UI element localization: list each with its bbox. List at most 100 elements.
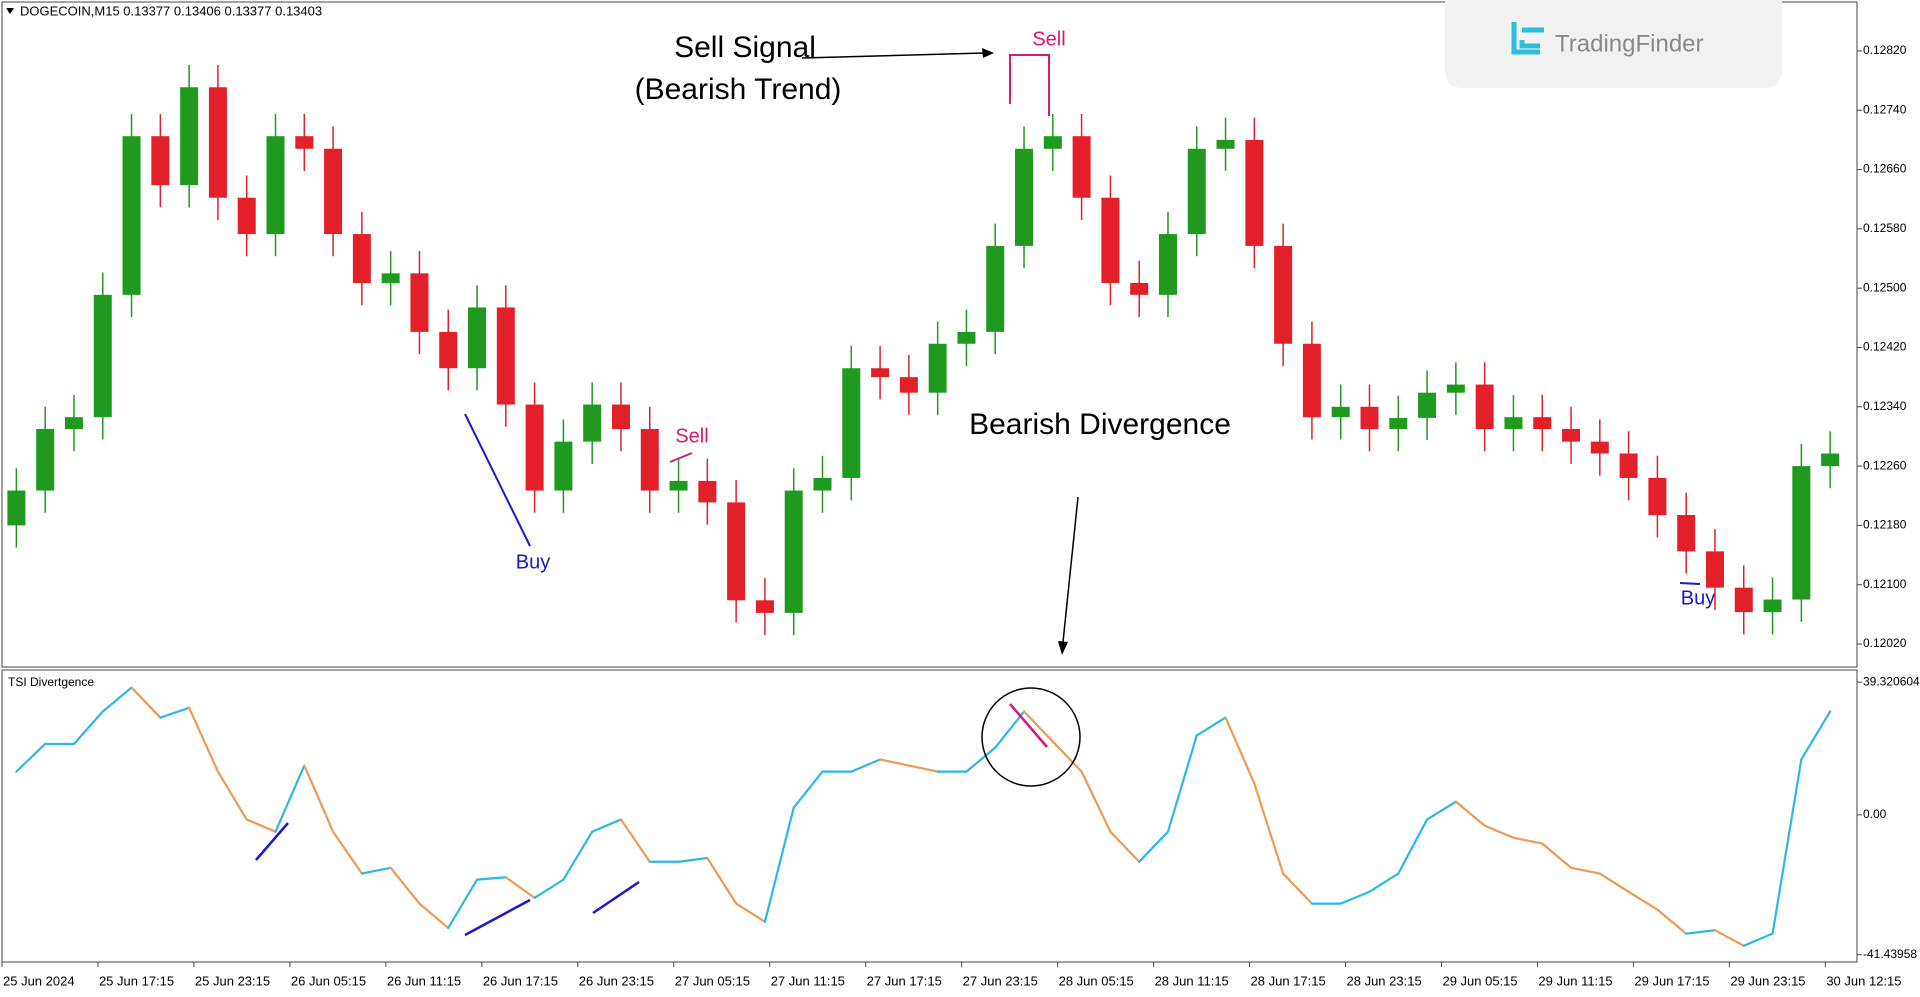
annotation: Bearish Divergence	[969, 408, 1231, 441]
indicator-segment	[504, 876, 536, 899]
y-tick-label: -41.43958	[1863, 947, 1917, 961]
indicator-segment	[1569, 866, 1601, 875]
signal-label: Sell	[1032, 28, 1065, 50]
arrow-head	[1058, 641, 1068, 655]
indicator-segment	[1253, 782, 1285, 875]
candle-body	[871, 368, 890, 378]
series-layer	[7, 65, 1840, 947]
watermark: TradingFinder	[1555, 30, 1704, 57]
candle-body	[1187, 148, 1206, 235]
candle-body	[439, 331, 458, 369]
annotation: (Bearish Trend)	[635, 73, 842, 106]
candle-body	[1015, 148, 1034, 246]
watermark-logo	[1511, 22, 1544, 55]
y-tick-label: 0.12820	[1863, 43, 1907, 57]
x-tick-label: 29 Jun 23:15	[1730, 973, 1805, 988]
indicator-segment	[1397, 818, 1429, 875]
candle-body	[7, 490, 26, 526]
candle-body	[1158, 234, 1177, 295]
candle-body	[755, 600, 774, 613]
x-tick-label: 25 Jun 17:15	[99, 973, 174, 988]
divergence-line	[255, 822, 289, 861]
candle-body	[554, 441, 573, 491]
indicator-segment	[1282, 872, 1314, 905]
x-tick-label: 27 Jun 11:15	[771, 973, 845, 988]
indicator-segment	[159, 706, 191, 719]
indicator-segment	[907, 764, 939, 773]
signal-marker	[464, 413, 531, 547]
candle-body	[1763, 599, 1782, 613]
y-tick-label: 0.12340	[1863, 399, 1907, 413]
indicator-segment	[619, 818, 651, 863]
indicator-segment	[360, 866, 392, 875]
x-tick-label: 26 Jun 05:15	[291, 973, 366, 988]
indicator-segment	[1051, 740, 1083, 773]
indicator-segment	[706, 856, 738, 905]
indicator-segment	[1425, 800, 1457, 821]
candle-body	[1072, 136, 1091, 198]
indicator-segment	[1022, 710, 1054, 743]
indicator-segment	[994, 710, 1026, 749]
candle-body	[122, 136, 141, 295]
candle-body	[525, 404, 544, 491]
candle-body	[1302, 343, 1321, 418]
candle-body	[1446, 384, 1465, 393]
indicator-segment	[1541, 842, 1573, 869]
candle-body	[36, 429, 55, 491]
candle-body	[237, 197, 256, 235]
candle-body	[295, 136, 314, 149]
indicator-segment	[475, 876, 507, 881]
y-tick-label: 0.12660	[1863, 162, 1907, 176]
candle-body	[727, 502, 746, 601]
indicator-segment	[1224, 716, 1256, 785]
candle-body	[986, 245, 1005, 332]
indicator-segment	[1800, 710, 1832, 761]
indicator-segment	[447, 878, 479, 930]
y-tick-label: 0.12020	[1863, 636, 1907, 650]
indicator-segment	[1339, 890, 1371, 905]
annotation: Sell Signal	[674, 31, 816, 64]
candle-body	[64, 417, 83, 430]
highlight-circle	[981, 687, 1081, 787]
indicator-segment	[533, 878, 565, 899]
candle-body	[583, 404, 602, 442]
candle-body	[1792, 466, 1811, 600]
candle-body	[151, 136, 170, 186]
candle-body	[1216, 139, 1235, 149]
candle-body	[1677, 515, 1696, 552]
indicator-segment	[1483, 824, 1515, 839]
x-tick-label: 27 Jun 23:15	[963, 973, 1038, 988]
indicator-segment	[792, 770, 824, 809]
candle-body	[1043, 136, 1062, 149]
candle-body	[899, 377, 918, 393]
arrow	[1062, 496, 1079, 643]
y-tick-label: 0.00	[1863, 807, 1887, 821]
indicator-segment	[735, 902, 767, 923]
y-tick-label: 0.12740	[1863, 102, 1907, 116]
price-panel	[1, 1, 1858, 668]
candle-body	[1504, 417, 1523, 430]
candle-body	[928, 343, 947, 393]
x-tick-label: 29 Jun 05:15	[1442, 973, 1517, 988]
candle-body	[1389, 417, 1408, 430]
menu-arrow	[6, 8, 14, 14]
indicator-segment	[130, 686, 162, 719]
indicator-segment	[274, 764, 306, 833]
indicator-segment	[1109, 830, 1141, 863]
y-tick-label: 0.12580	[1863, 221, 1907, 235]
indicator-segment	[1138, 830, 1170, 863]
indicator-segment	[331, 830, 363, 875]
candle-body	[1562, 429, 1581, 442]
candle-body	[1418, 392, 1437, 418]
indicator-segment	[591, 818, 623, 833]
candle-body	[1130, 282, 1149, 295]
candle-body	[468, 307, 487, 369]
y-tick-label: 0.12420	[1863, 340, 1907, 354]
indicator-segment	[1512, 836, 1544, 845]
indicator-segment	[965, 746, 997, 773]
candle-body	[324, 148, 343, 235]
indicator-segment	[1166, 734, 1198, 833]
indicator-segment	[1771, 758, 1803, 935]
signal-label: Buy	[1681, 587, 1715, 609]
